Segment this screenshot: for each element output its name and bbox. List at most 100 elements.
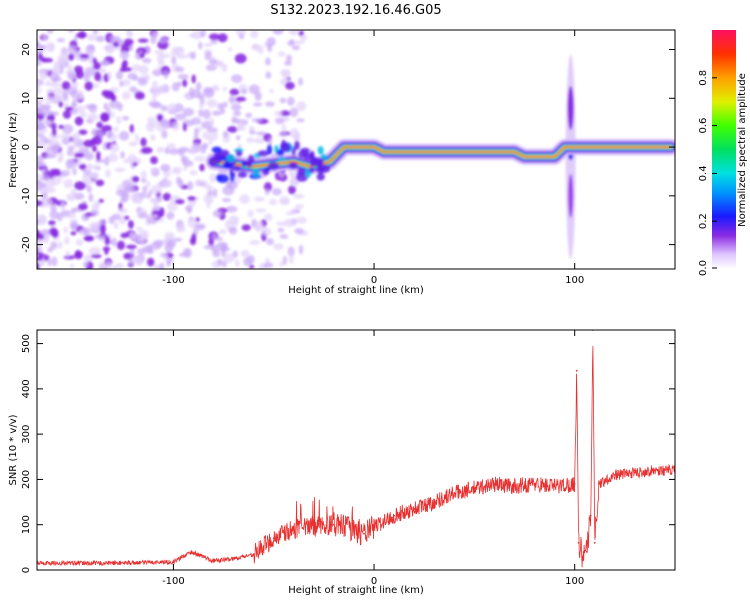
colorbar-tick-label: 0.6 [698,118,709,134]
x-tick-label: 0 [371,576,377,587]
noise-blob [72,167,77,176]
noise-blob [37,133,45,138]
noise-blob [163,70,169,80]
noise-blob [74,116,84,126]
noise-blob [293,193,305,199]
noise-blob [104,156,110,167]
noise-blob [203,244,216,250]
noise-blob [174,113,187,121]
noise-blob [92,145,97,152]
noise-blob [225,205,238,213]
noise-blob [131,176,140,183]
noise-blob [212,188,218,198]
noise-blob [268,198,278,206]
noise-blob [171,169,182,175]
noise-blob [162,179,173,188]
noise-blob [115,70,124,80]
ridge-blob [300,147,310,154]
noise-blob [198,41,203,50]
noise-blob [67,145,76,151]
noise-blob [41,57,47,63]
snr-point [190,551,193,553]
ridge-blob [281,139,287,148]
noise-blob [78,30,86,39]
ridge-blob [294,140,300,150]
noise-blob [37,200,43,207]
noise-blob [135,226,143,231]
noise-blob [139,53,145,59]
noise-blob [63,179,74,189]
ridge-blob [230,172,235,182]
noise-blob [150,156,158,165]
noise-blob [41,168,47,175]
noise-blob [67,30,75,33]
spike-core-bottom [568,173,574,218]
noise-blob [220,107,226,115]
ridge-blob [211,146,222,154]
noise-blob [279,97,287,104]
y-tick-label: 100 [21,515,32,534]
noise-blob [88,246,101,255]
noise-blob [247,254,255,265]
ridge-layer [212,146,672,168]
noise-blob [227,180,234,188]
noise-blob [95,158,106,163]
noise-blob [167,202,178,212]
noise-blob [115,262,124,269]
noise-blob [215,236,223,241]
y-tick-label: 20 [21,43,32,56]
noise-blob [222,101,228,108]
noise-blob [37,238,43,246]
ridge-blob [229,169,234,175]
noise-blob [51,229,59,239]
noise-blob [229,226,238,235]
noise-blob [75,249,81,260]
noise-blob [235,30,247,36]
ridge-blob [222,162,233,169]
noise-blob [57,241,63,249]
noise-blob [94,234,106,239]
noise-blob [118,131,130,141]
noise-blob [281,71,291,79]
ridge-blob [276,149,285,157]
noise-blob [291,45,300,51]
noise-blob [249,125,255,132]
noise-blob [76,105,86,113]
snr-point [593,541,596,544]
noise-blob [218,229,227,235]
y-tick-label: 10 [21,92,32,105]
noise-blob [54,94,63,103]
noise-blob [282,255,287,266]
noise-blob [222,260,227,268]
noise-blob [73,192,85,200]
noise-blob [232,250,238,258]
noise-blob [127,153,137,164]
noise-blob [95,35,105,43]
snr-point [575,369,578,372]
noise-blob [277,51,286,57]
noise-blob [200,30,206,38]
noise-blob [157,114,163,122]
noise-blob [144,74,151,80]
noise-blob [99,224,106,235]
noise-blob [148,100,161,107]
noise-blob [198,109,204,118]
noise-blob [145,122,156,132]
noise-blob [115,189,128,197]
ridge [205,139,675,183]
noise-blob [101,125,113,132]
noise-blob [177,74,189,80]
noise-blob [141,177,147,183]
noise-blob [175,199,185,205]
noise-blob [222,86,227,92]
noise-blob [101,90,110,97]
noise-blob [253,102,263,107]
noise-blob [191,117,202,125]
noise-blob [156,195,162,202]
noise-blob [202,131,212,140]
noise-blob [151,80,159,90]
snr-point [292,528,295,531]
snr-xlabel: Height of straight line (km) [288,585,424,596]
snr-point [363,532,365,535]
